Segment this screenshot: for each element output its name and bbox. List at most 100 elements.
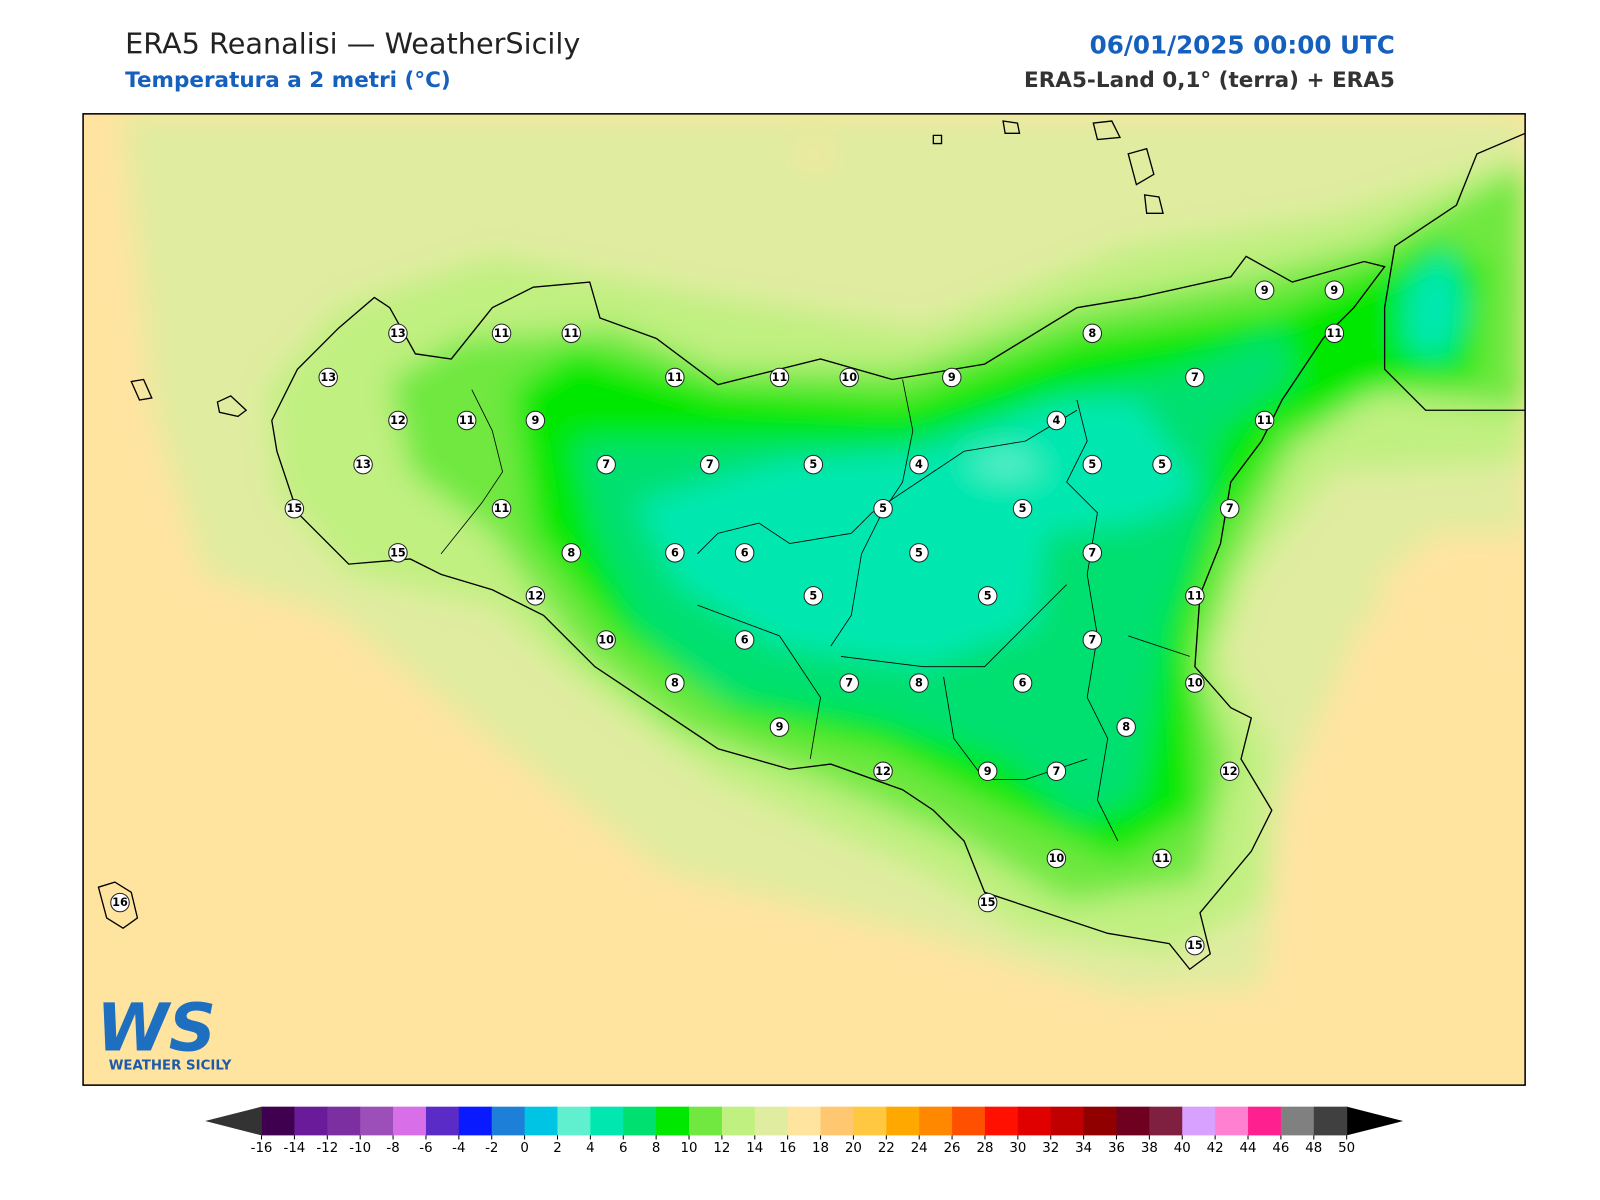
station-marker (839, 673, 859, 693)
colorbar-tick-label: 30 (1009, 1141, 1026, 1156)
station: 15 (1185, 935, 1205, 956)
colorbar-box (1116, 1106, 1150, 1136)
station-marker (1254, 280, 1275, 300)
station-marker (909, 454, 929, 475)
colorbar-box (952, 1106, 986, 1136)
colorbar-box (656, 1106, 690, 1136)
station: 10 (1185, 673, 1205, 693)
station-value: 8 (671, 677, 679, 690)
station-marker (1185, 935, 1205, 956)
station-marker (596, 630, 616, 650)
station-value: 12 (1222, 765, 1238, 778)
station-value: 7 (1088, 634, 1096, 647)
station: 6 (734, 630, 755, 650)
station-marker (1219, 498, 1240, 519)
colorbar-box (557, 1106, 591, 1136)
station-value: 11 (459, 414, 475, 427)
station-marker (977, 586, 998, 606)
station: 5 (803, 454, 824, 475)
station: 6 (665, 543, 685, 563)
station-value: 11 (772, 371, 788, 384)
station-marker (388, 410, 408, 431)
station-marker (977, 761, 998, 782)
colorbar-box (425, 1106, 460, 1136)
station-value: 15 (390, 546, 406, 559)
colorbar-tick-label: 18 (812, 1141, 829, 1156)
station-value: 7 (1088, 546, 1096, 559)
station: 9 (1324, 280, 1345, 300)
station-value: 10 (598, 634, 614, 647)
colorbar-tick-label: 34 (1075, 1141, 1092, 1156)
station-value: 11 (1154, 852, 1170, 865)
station-value: 7 (1052, 765, 1060, 778)
station-marker (1082, 323, 1103, 344)
colorbar-tick-label: -12 (316, 1141, 338, 1156)
station: 7 (839, 673, 859, 693)
source: ERA5-Land 0,1° (terra) + ERA5 (1024, 68, 1395, 93)
station: 4 (1046, 410, 1067, 431)
station: 11 (665, 367, 685, 388)
station: 9 (977, 761, 998, 782)
station: 5 (1012, 498, 1033, 519)
colorbar-box (853, 1106, 887, 1136)
colorbar: -16 -14 -12 -10 -8 -6 -4 -2 0 2 4 6 8 10 12 14 16 18 20 22 2… (205, 1106, 1404, 1156)
station-marker (839, 367, 859, 388)
station-marker (318, 367, 338, 388)
station-marker (1324, 323, 1345, 344)
station-value: 8 (915, 677, 923, 690)
logo: WS WEATHER SICILY (96, 990, 231, 1073)
station-marker (1012, 498, 1033, 519)
colorbar-box (327, 1106, 361, 1136)
station: 12 (388, 410, 408, 431)
colorbar-tick-label: 24 (911, 1141, 928, 1156)
colorbar-tick-label: 38 (1141, 1141, 1158, 1156)
station: 5 (873, 498, 893, 519)
station-value: 5 (1088, 458, 1096, 471)
station-value: 6 (1019, 677, 1027, 690)
station-value: 11 (1187, 589, 1203, 602)
station-marker (388, 543, 408, 563)
station: 12 (1219, 761, 1240, 782)
station-marker (665, 673, 685, 693)
station-marker (803, 454, 824, 475)
station: 5 (909, 543, 929, 563)
station-marker (1012, 673, 1033, 693)
colorbar-tick-label: 4 (586, 1141, 594, 1156)
station-value: 9 (948, 371, 956, 384)
colorbar-tick-label: 20 (845, 1141, 862, 1156)
station-marker (665, 543, 685, 563)
station-marker (1116, 717, 1136, 737)
colorbar-box (1313, 1106, 1348, 1136)
station: 11 (1152, 848, 1172, 869)
station: 9 (942, 367, 962, 388)
colorbar-tick-label: 8 (652, 1141, 660, 1156)
colorbar-box (1215, 1106, 1249, 1136)
colorbar-tick-label: 12 (713, 1141, 730, 1156)
station-value: 10 (1187, 677, 1203, 690)
colorbar-tick-label: 46 (1272, 1141, 1289, 1156)
station: 7 (1082, 543, 1103, 563)
station-value: 7 (845, 677, 853, 690)
station-value: 8 (1088, 327, 1096, 340)
station-value: 11 (494, 327, 510, 340)
station-value: 15 (980, 896, 996, 909)
station: 9 (1254, 280, 1275, 300)
logo-name: WEATHER SICILY (109, 1059, 232, 1074)
station-value: 7 (1226, 502, 1234, 515)
station-marker (596, 454, 616, 475)
station: 12 (525, 586, 546, 606)
station: 5 (803, 586, 824, 606)
station-value: 7 (602, 458, 610, 471)
station: 10 (839, 367, 859, 388)
colorbar-tick-label: 36 (1108, 1141, 1125, 1156)
station-marker (665, 367, 685, 388)
station-value: 5 (1158, 458, 1166, 471)
colorbar-box (1182, 1106, 1216, 1136)
station: 15 (284, 498, 305, 519)
station: 7 (1219, 498, 1240, 519)
station-value: 5 (809, 458, 817, 471)
station-marker (525, 410, 546, 431)
station-value: 12 (390, 414, 406, 427)
station-value: 13 (355, 458, 371, 471)
station: 16 (110, 892, 130, 913)
